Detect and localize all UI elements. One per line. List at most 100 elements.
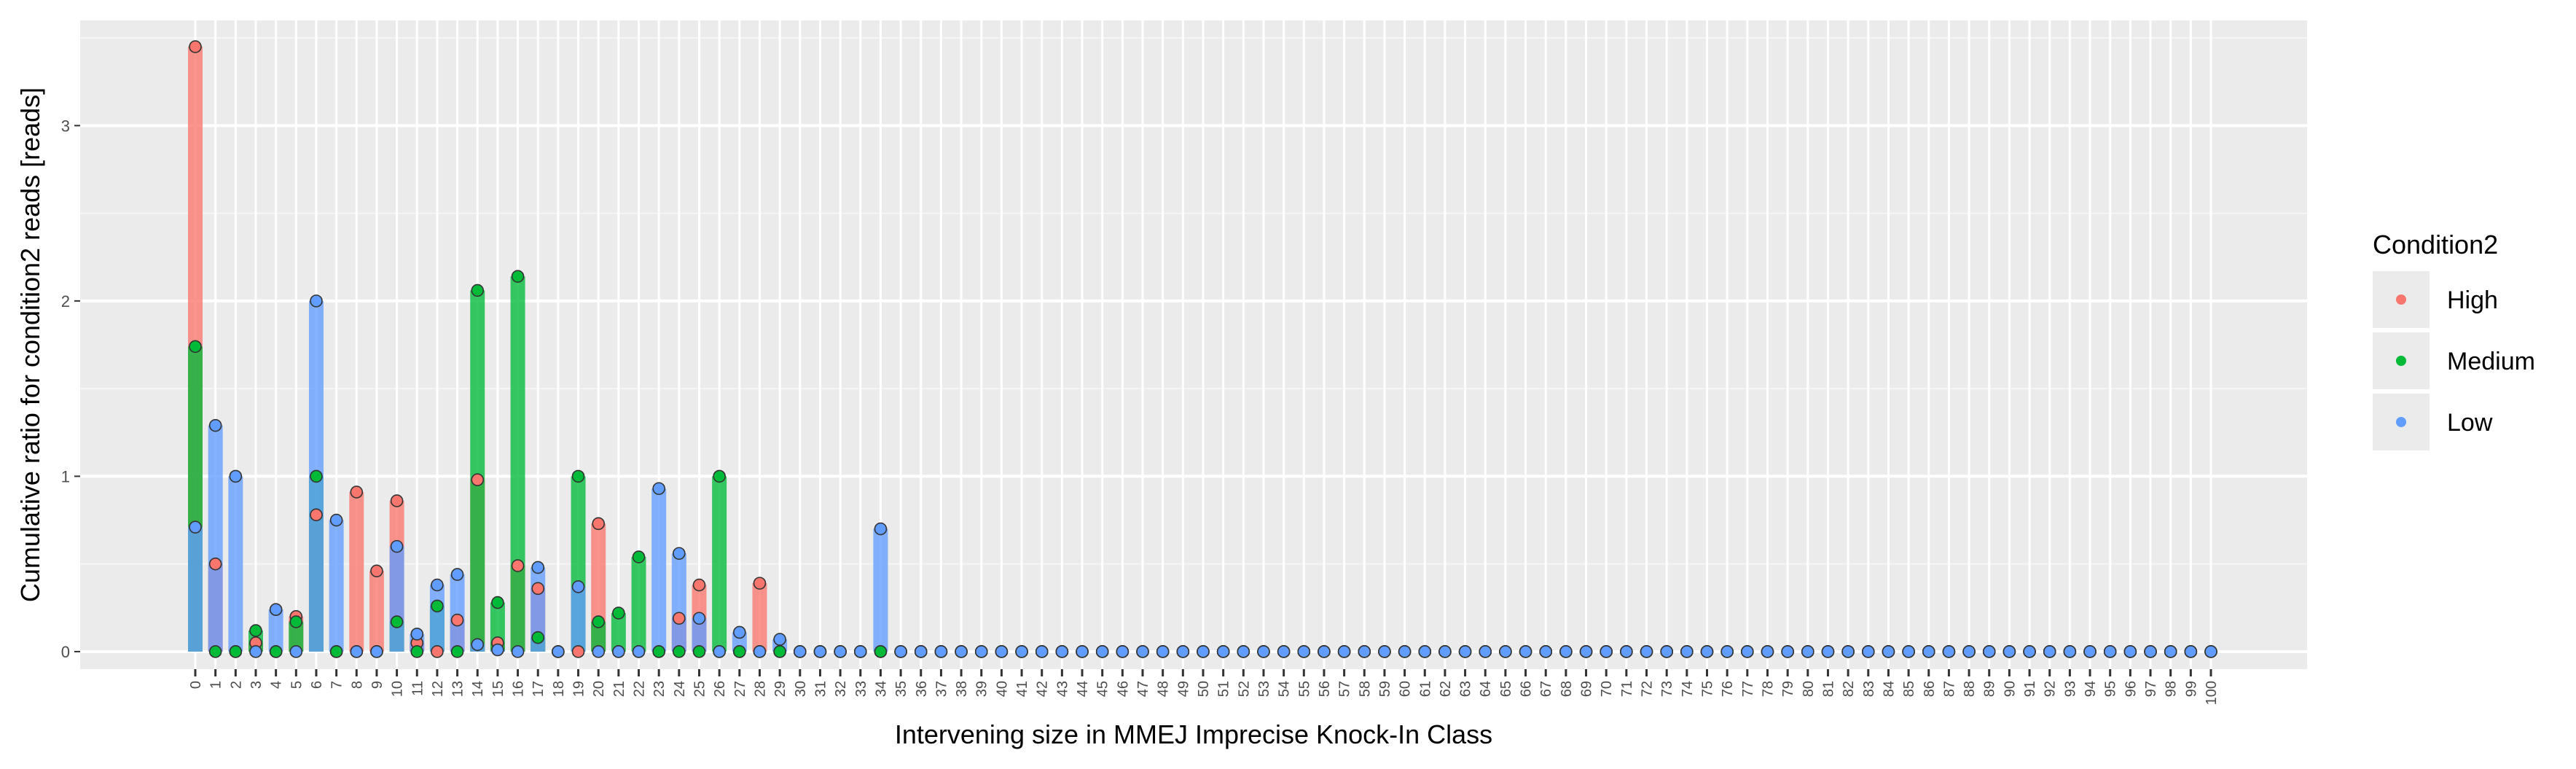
x-tick-label: 6 [309,681,325,689]
point-high-28 [753,577,767,590]
legend: Condition2 High Medium Low [2373,230,2535,450]
point-low-74 [1680,645,1694,658]
bar-low-2 [228,476,243,652]
point-low-50 [1197,645,1210,658]
x-tick-label: 88 [1962,681,1978,697]
y-tick-label: 3 [61,117,70,135]
x-tick-label: 36 [914,681,930,697]
x-tick-label: 61 [1417,681,1433,697]
point-low-71 [1620,645,1633,658]
point-low-18 [552,645,565,658]
point-low-16 [511,645,525,658]
point-low-37 [934,645,948,658]
point-low-67 [1539,645,1553,658]
x-tick-label: 58 [1357,681,1373,697]
x-tick-label: 30 [793,681,809,697]
x-tick-label: 98 [2164,681,2180,697]
x-tick-label: 12 [430,681,446,697]
point-low-46 [1116,645,1130,658]
point-low-80 [1801,645,1814,658]
point-low-24 [673,547,686,561]
point-low-57 [1337,645,1351,658]
point-low-32 [834,645,847,658]
point-low-42 [1035,645,1049,658]
bar-low-24 [671,553,686,652]
x-tick-label: 87 [1941,681,1957,697]
point-low-99 [2184,645,2198,658]
point-low-3 [249,645,262,658]
point-low-40 [995,645,1009,658]
point-low-4 [269,603,283,617]
x-tick-label: 26 [712,681,728,697]
point-low-79 [1781,645,1794,658]
x-tick-label: 40 [994,681,1010,697]
point-medium-29 [773,645,786,658]
point-low-77 [1741,645,1754,658]
point-low-98 [2164,645,2177,658]
point-low-7 [329,513,343,527]
x-tick-label: 21 [611,681,627,697]
point-medium-4 [269,645,283,658]
x-tick-label: 56 [1317,681,1333,697]
x-tick-label: 93 [2062,681,2078,697]
x-tick-label: 81 [1820,681,1836,697]
x-tick-label: 92 [2043,681,2059,697]
point-low-5 [289,645,303,658]
legend-title: Condition2 [2373,230,2498,259]
point-low-92 [2043,645,2056,658]
x-tick-label: 75 [1700,681,1716,697]
legend-key-high-marker [2396,294,2406,305]
x-tick-label: 64 [1478,681,1494,697]
point-low-78 [1761,645,1774,658]
x-tick-label: 53 [1256,681,1272,697]
point-low-41 [1015,645,1028,658]
x-tick-label: 76 [1720,681,1736,697]
point-low-88 [1962,645,1976,658]
point-high-24 [673,612,686,625]
point-medium-17 [531,631,545,644]
point-low-38 [955,645,968,658]
point-low-58 [1358,645,1371,658]
point-low-70 [1600,645,1613,658]
x-tick-label: 77 [1740,681,1756,697]
point-low-21 [612,645,625,658]
x-tick-label: 90 [2002,681,2018,697]
legend-key-low-marker [2396,417,2406,427]
x-tick-label: 28 [752,681,768,697]
point-medium-25 [692,645,706,658]
point-low-87 [1942,645,1956,658]
point-medium-3 [249,624,262,637]
point-low-11 [410,628,424,641]
point-medium-10 [390,615,404,628]
point-low-17 [531,561,545,574]
bar-low-13 [450,574,465,652]
point-high-19 [571,645,585,658]
point-high-0 [189,40,202,53]
x-tick-label: 89 [1982,681,1998,697]
x-tick-label: 18 [551,681,567,697]
x-tick-label: 24 [672,681,688,697]
y-axis-label: Cumulative ratio for condition2 reads [r… [15,87,45,602]
x-tick-label: 13 [450,681,466,697]
point-low-63 [1458,645,1472,658]
point-low-35 [894,645,907,658]
point-medium-0 [189,340,202,354]
bar-high-9 [369,571,384,652]
point-low-81 [1821,645,1835,658]
panel-background [80,20,2307,669]
point-low-66 [1519,645,1532,658]
point-low-94 [2083,645,2097,658]
x-tick-label: 65 [1498,681,1514,697]
point-low-48 [1156,645,1170,658]
x-tick-label: 96 [2123,681,2139,697]
x-tick-label: 63 [1458,681,1474,697]
x-tick-label: 100 [2204,681,2220,705]
point-high-9 [370,564,383,578]
points [189,40,2217,658]
legend-label-low: Low [2447,409,2493,437]
x-tick-label: 3 [248,681,265,689]
x-tick-label: 48 [1156,681,1172,697]
x-tick-label: 72 [1640,681,1656,697]
point-low-47 [1136,645,1149,658]
